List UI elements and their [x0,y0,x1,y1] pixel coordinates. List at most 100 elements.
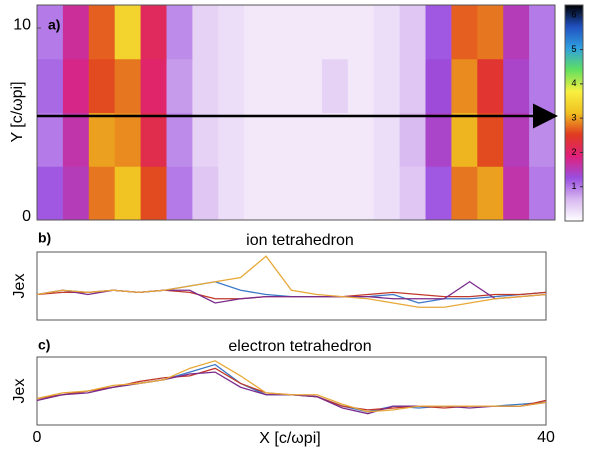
panel-label: c) [38,337,50,353]
plot-frame [36,251,547,321]
panel-title: ion tetrahedron [246,232,354,249]
heat-cell [192,112,219,167]
heat-cell [347,58,375,113]
heat-cell [399,166,426,221]
heat-cell [192,58,219,113]
series-line [36,255,547,308]
heat-cell [347,112,375,167]
heat-cell [244,58,271,113]
y-axis-label: Jex [11,379,28,404]
heat-cell [529,5,556,60]
heat-cell [503,166,530,221]
panel-label: b) [38,230,51,246]
heat-cell [321,166,349,221]
colorbar-tick-label: 1 [571,181,576,191]
heat-cell [37,58,64,113]
heat-cell [192,166,219,221]
heat-cell [218,5,245,60]
heat-cell [425,112,452,167]
heat-cell [347,5,375,60]
heat-cell [477,166,504,221]
heat-cell [451,166,478,221]
heat-cell [166,5,193,60]
heat-cell [373,58,401,113]
heat-cell [270,166,297,221]
heat-cell [425,58,452,113]
panel-label: a) [48,17,60,33]
heat-cell [62,5,90,60]
heat-cell [270,112,297,167]
y-axis-label: Jex [11,274,28,299]
heat-cell [62,112,90,167]
y-tick-label: 0 [22,208,31,225]
heatmap-panel [37,5,556,221]
colorbar-tick-label: 6 [571,10,576,20]
heat-cell [88,112,116,167]
heat-cell [477,5,504,60]
heat-cell [114,112,142,167]
heat-cell [270,5,297,60]
heat-cell [321,112,349,167]
heat-cell [296,166,323,221]
heat-cell [451,112,478,167]
series-line [36,363,547,413]
heat-cell [37,166,64,221]
heat-cell [451,5,478,60]
heat-cell [218,58,245,113]
heat-cell [503,5,530,60]
heat-cell [62,166,90,221]
heat-cell [140,112,167,167]
y-tick-label: 10 [13,16,31,33]
heat-cell [373,5,401,60]
heat-cell [270,58,297,113]
series-line [36,281,547,304]
heat-cell [321,5,349,60]
colorbar-tick-label: 5 [571,44,576,54]
heat-cell [166,58,193,113]
heat-cell [88,58,116,113]
heat-cell [140,58,167,113]
heat-cell [114,5,142,60]
panel-title: electron tetrahedron [228,338,371,355]
colorbar-tick-label: 2 [571,147,576,157]
heat-cell [62,58,90,113]
heat-cell [529,58,556,113]
heat-cell [503,112,530,167]
heat-cell [244,5,271,60]
series-line [36,360,547,413]
y-axis-label: Y [c/ωpi] [9,81,26,142]
series-line [36,367,547,411]
heat-cell [425,5,452,60]
heat-cell [140,5,167,60]
heat-cell [244,166,271,221]
series-line [36,289,547,300]
heat-cell [425,166,452,221]
heat-cell [166,166,193,221]
heat-cell [399,58,426,113]
heat-cell [399,112,426,167]
heat-cell [503,58,530,113]
heat-cell [37,5,64,60]
heat-cell [296,5,323,60]
x-tick-label: 0 [33,429,42,446]
heat-cell [218,112,245,167]
colorbar-tick-label: 4 [571,78,576,88]
heat-cell [529,112,556,167]
heat-cell [477,58,504,113]
series-line [36,280,547,304]
series-line [36,371,547,415]
heat-cell [529,166,556,221]
heat-cell [477,112,504,167]
heat-cell [399,5,426,60]
heat-cell [321,58,349,113]
heat-cell [373,166,401,221]
heat-cell [37,112,64,167]
colorbar-tick-label: 3 [571,113,576,123]
heat-cell [140,166,167,221]
heat-cell [218,166,245,221]
colorbar [564,4,584,222]
heat-cell [347,166,375,221]
heat-cell [166,112,193,167]
heat-cell [244,112,271,167]
